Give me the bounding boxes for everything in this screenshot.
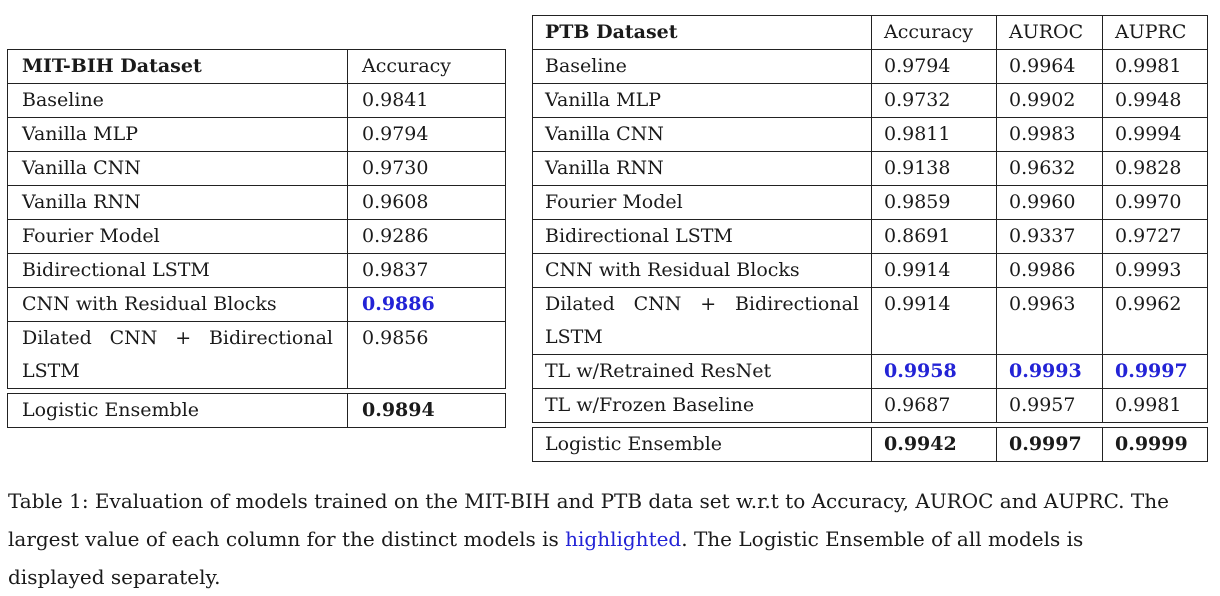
ptb-row: TL w/Frozen Baseline 0.9687 0.9957 0.9981 xyxy=(532,388,1208,423)
ptb-header-cell: Accuracy xyxy=(871,15,997,50)
mit-value-cell: 0.9608 xyxy=(347,185,506,220)
ptb-header-row: PTB Dataset Accuracy AUROC AUPRC xyxy=(532,15,1208,50)
mit-value-cell: 0.9286 xyxy=(347,219,506,254)
ptb-value-cell: 0.9994 xyxy=(1102,117,1208,152)
ptb-header-cell: AUROC xyxy=(996,15,1103,50)
ptb-value-cell: 0.9964 xyxy=(996,49,1103,84)
ptb-model-cell: CNN with Residual Blocks xyxy=(532,253,872,288)
mit-value-cell: 0.9841 xyxy=(347,83,506,118)
ptb-model-cell: Fourier Model xyxy=(532,185,872,220)
caption-highlight: highlighted xyxy=(565,527,682,551)
ptb-header-cell: PTB Dataset xyxy=(532,15,872,50)
ptb-value-cell: 0.9859 xyxy=(871,185,997,220)
ptb-model-cell: Vanilla CNN xyxy=(532,117,872,152)
mit-model-cell: Vanilla MLP xyxy=(7,117,348,152)
ptb-row: CNN with Residual Blocks 0.9914 0.9986 0.99… xyxy=(532,253,1208,288)
ptb-value-cell: 0.9138 xyxy=(871,151,997,186)
mit-header-row: MIT-BIH Dataset Accuracy xyxy=(7,49,506,84)
ptb-value-cell: 0.9983 xyxy=(996,117,1103,152)
ptb-value-cell: 0.9948 xyxy=(1102,83,1208,118)
caption-prefix: Table 1: Evaluation of models trained on… xyxy=(8,489,1169,551)
mit-ensemble-row: Logistic Ensemble 0.9894 xyxy=(7,393,506,428)
mit-bih-table: MIT-BIH Dataset Accuracy Baseline 0.9841 Van… xyxy=(7,49,506,428)
ptb-model-cell: TL w/Retrained ResNet xyxy=(532,354,872,389)
mit-row: Fourier Model 0.9286 xyxy=(7,219,506,254)
ptb-model-cell: Dilated CNN + Bidirectional LSTM xyxy=(532,287,872,355)
mit-row: Vanilla CNN 0.9730 xyxy=(7,151,506,186)
mit-ensemble-label: Logistic Ensemble xyxy=(7,393,348,428)
ptb-value-cell: 0.8691 xyxy=(871,219,997,254)
ptb-ensemble-row: Logistic Ensemble 0.9942 0.9997 0.9999 xyxy=(532,427,1208,462)
ptb-value-cell: 0.9981 xyxy=(1102,49,1208,84)
ptb-value-cell: 0.9993 xyxy=(996,354,1103,389)
ptb-row: Dilated CNN + Bidirectional LSTM 0.9914 0.… xyxy=(532,287,1208,355)
ptb-value-cell: 0.9828 xyxy=(1102,151,1208,186)
ptb-row: Fourier Model 0.9859 0.9960 0.9970 xyxy=(532,185,1208,220)
ptb-row: Vanilla MLP 0.9732 0.9902 0.9948 xyxy=(532,83,1208,118)
mit-value-cell: 0.9730 xyxy=(347,151,506,186)
mit-model-cell: Bidirectional LSTM xyxy=(7,253,348,288)
ptb-value-cell: 0.9981 xyxy=(1102,388,1208,423)
ptb-table: PTB Dataset Accuracy AUROC AUPRC Baseline 0.9… xyxy=(532,15,1208,462)
ptb-value-cell: 0.9960 xyxy=(996,185,1103,220)
mit-row: CNN with Residual Blocks 0.9886 xyxy=(7,287,506,322)
mit-value-cell: 0.9794 xyxy=(347,117,506,152)
ptb-value-cell: 0.9632 xyxy=(996,151,1103,186)
mit-model-cell: Dilated CNN + Bidirectional LSTM xyxy=(7,321,348,389)
ptb-ensemble-value: 0.9942 xyxy=(871,427,997,462)
ptb-value-cell: 0.9957 xyxy=(996,388,1103,423)
ptb-ensemble-value: 0.9997 xyxy=(996,427,1103,462)
ptb-row: TL w/Retrained ResNet 0.9958 0.9993 0.9997 xyxy=(532,354,1208,389)
mit-row: Dilated CNN + Bidirectional LSTM 0.9856 xyxy=(7,321,506,389)
ptb-model-cell: Baseline xyxy=(532,49,872,84)
ptb-value-cell: 0.9963 xyxy=(996,287,1103,355)
ptb-ensemble-label: Logistic Ensemble xyxy=(532,427,872,462)
ptb-value-cell: 0.9914 xyxy=(871,253,997,288)
ptb-value-cell: 0.9794 xyxy=(871,49,997,84)
ptb-ensemble-value: 0.9999 xyxy=(1102,427,1208,462)
mit-row: Baseline 0.9841 xyxy=(7,83,506,118)
ptb-value-cell: 0.9727 xyxy=(1102,219,1208,254)
ptb-value-cell: 0.9811 xyxy=(871,117,997,152)
caption-suffix: . The Logistic Ensemble of all models is… xyxy=(8,527,1084,589)
mit-model-cell: CNN with Residual Blocks xyxy=(7,287,348,322)
ptb-value-cell: 0.9986 xyxy=(996,253,1103,288)
mit-model-cell: Vanilla CNN xyxy=(7,151,348,186)
mit-value-cell: 0.9886 xyxy=(347,287,506,322)
ptb-model-cell: Vanilla RNN xyxy=(532,151,872,186)
ptb-model-cell: Vanilla MLP xyxy=(532,83,872,118)
ptb-value-cell: 0.9962 xyxy=(1102,287,1208,355)
ptb-header-cell: AUPRC xyxy=(1102,15,1208,50)
ptb-model-cell: Bidirectional LSTM xyxy=(532,219,872,254)
mit-ensemble-value: 0.9894 xyxy=(347,393,506,428)
mit-row: Bidirectional LSTM 0.9837 xyxy=(7,253,506,288)
mit-header-cell: MIT-BIH Dataset xyxy=(7,49,348,84)
mit-row: Vanilla MLP 0.9794 xyxy=(7,117,506,152)
ptb-model-cell: TL w/Frozen Baseline xyxy=(532,388,872,423)
mit-model-cell: Baseline xyxy=(7,83,348,118)
mit-value-cell: 0.9856 xyxy=(347,321,506,389)
mit-value-cell: 0.9837 xyxy=(347,253,506,288)
ptb-value-cell: 0.9732 xyxy=(871,83,997,118)
ptb-value-cell: 0.9970 xyxy=(1102,185,1208,220)
ptb-value-cell: 0.9902 xyxy=(996,83,1103,118)
mit-model-cell: Vanilla RNN xyxy=(7,185,348,220)
mit-row: Vanilla RNN 0.9608 xyxy=(7,185,506,220)
ptb-row: Baseline 0.9794 0.9964 0.9981 xyxy=(532,49,1208,84)
ptb-value-cell: 0.9337 xyxy=(996,219,1103,254)
ptb-value-cell: 0.9687 xyxy=(871,388,997,423)
ptb-value-cell: 0.9993 xyxy=(1102,253,1208,288)
ptb-row: Vanilla CNN 0.9811 0.9983 0.9994 xyxy=(532,117,1208,152)
mit-model-cell: Fourier Model xyxy=(7,219,348,254)
ptb-value-cell: 0.9997 xyxy=(1102,354,1208,389)
table-caption: Table 1: Evaluation of models trained on… xyxy=(8,482,1178,596)
ptb-row: Vanilla RNN 0.9138 0.9632 0.9828 xyxy=(532,151,1208,186)
ptb-value-cell: 0.9914 xyxy=(871,287,997,355)
mit-header-cell: Accuracy xyxy=(347,49,506,84)
ptb-row: Bidirectional LSTM 0.8691 0.9337 0.9727 xyxy=(532,219,1208,254)
ptb-value-cell: 0.9958 xyxy=(871,354,997,389)
